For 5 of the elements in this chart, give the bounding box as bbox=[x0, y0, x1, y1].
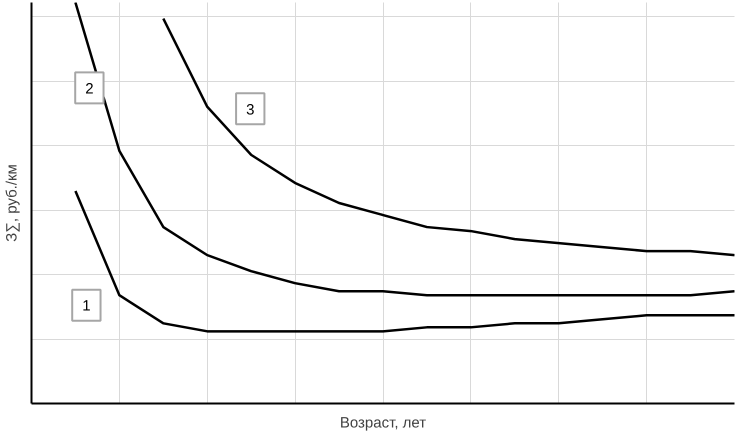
series-label: 1 bbox=[82, 298, 91, 315]
y-axis-title: З∑, руб./км bbox=[4, 164, 20, 242]
series-label: 3 bbox=[246, 101, 254, 118]
series-label: 2 bbox=[85, 80, 94, 98]
x-axis-title: Возраст, лет bbox=[340, 414, 426, 432]
